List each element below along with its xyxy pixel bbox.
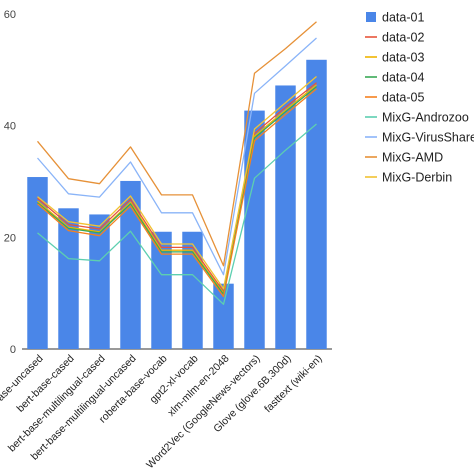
legend-item: MixG-VirusShare — [365, 131, 474, 145]
legend-label: MixG-Derbin — [382, 171, 452, 185]
series-line — [37, 82, 317, 293]
series-line — [37, 76, 317, 290]
y-tick-label: 0 — [10, 344, 16, 356]
legend-label: MixG-AMD — [382, 151, 443, 165]
legend-item: data-05 — [365, 91, 424, 105]
y-tick-label: 40 — [4, 121, 16, 133]
bars — [27, 59, 327, 350]
bar — [182, 231, 203, 349]
x-tick-label: Word2Vec (GoogleNews-vectors) — [144, 353, 263, 472]
bar — [27, 177, 48, 349]
series-lines — [36, 21, 317, 305]
bar — [89, 214, 110, 349]
legend-item: MixG-AMD — [365, 151, 443, 165]
legend-label: data-02 — [382, 31, 424, 45]
legend-item: data-04 — [365, 71, 424, 85]
y-tick-label: 20 — [4, 232, 16, 244]
series-line — [37, 37, 317, 276]
series-line — [37, 86, 317, 295]
legend-swatch — [366, 12, 376, 22]
bar — [244, 110, 265, 349]
x-tick-label: fasttext (wiki-en) — [262, 353, 325, 416]
series-line — [37, 84, 317, 294]
legend-label: MixG-VirusShare — [382, 131, 474, 145]
bar — [306, 59, 327, 350]
series-line — [36, 21, 317, 267]
legend: data-01 data-02 data-03 data-04 data-05 MixG-… — [365, 11, 474, 185]
series-line — [37, 88, 317, 298]
legend-item: MixG-Derbin — [365, 171, 452, 185]
legend-item: data-03 — [365, 51, 424, 65]
legend-label: data-03 — [382, 51, 424, 65]
bar — [151, 231, 172, 349]
legend-item: MixG-Androzoo — [365, 111, 469, 125]
legend-label: data-01 — [382, 11, 424, 25]
y-tick-label: 60 — [4, 9, 16, 21]
y-tick-labels: 0 20 40 60 — [4, 9, 16, 356]
x-tick-labels: bert-base-uncasedbert-base-casedbert-bas… — [0, 353, 325, 472]
legend-label: MixG-Androzoo — [382, 111, 469, 125]
series-line — [37, 123, 317, 305]
legend-label: data-04 — [382, 71, 424, 85]
legend-item: data-02 — [365, 31, 424, 45]
legend-item: data-01 — [366, 11, 424, 25]
bar — [275, 85, 296, 349]
legend-label: data-05 — [382, 91, 424, 105]
bar — [58, 208, 79, 349]
bar — [120, 180, 141, 349]
